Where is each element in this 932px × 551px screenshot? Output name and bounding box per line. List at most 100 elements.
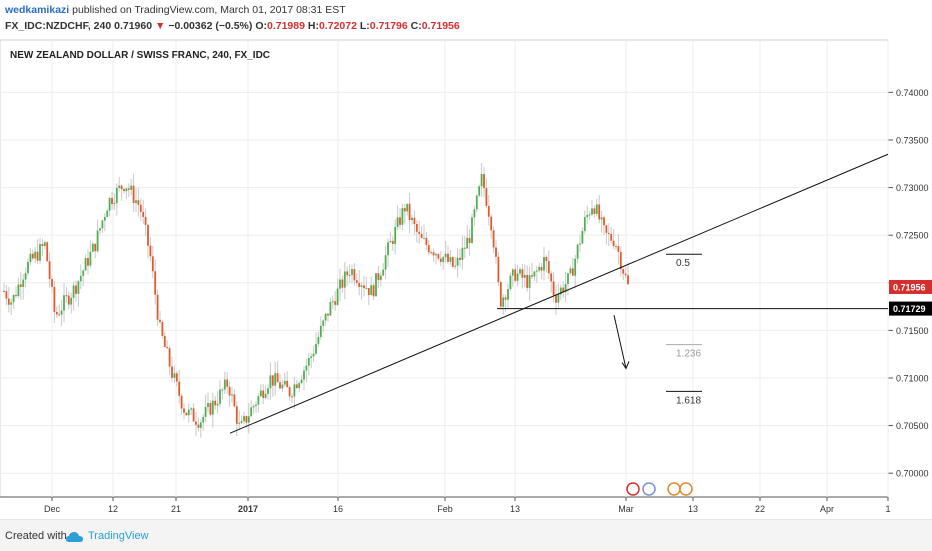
published-text: published on TradingView.com, March 01, … (72, 4, 346, 16)
close-label: C: (410, 20, 422, 32)
candle-body (127, 188, 130, 190)
candle-body (432, 252, 435, 256)
candle-body (418, 231, 421, 234)
candle-body (166, 347, 169, 349)
candle-body (423, 237, 425, 239)
candle-body (363, 285, 365, 289)
x-tick-label: Apr (820, 504, 834, 514)
candle-body (118, 185, 121, 188)
candle-body (413, 217, 416, 225)
candle-body (569, 268, 572, 274)
candle-body (591, 208, 593, 215)
candle-body (207, 403, 209, 408)
price-chart[interactable]: 0.740000.735000.730000.725000.720000.715… (0, 0, 932, 519)
candle-body (257, 396, 260, 405)
candle-body (571, 268, 574, 276)
event-marker-icon (667, 482, 681, 496)
candle-body (574, 258, 577, 276)
candle-body (442, 257, 445, 262)
candle-body (183, 408, 185, 413)
candle-body (223, 379, 226, 390)
candle-body (339, 279, 341, 289)
candle-body (154, 271, 157, 295)
candle-body (303, 370, 305, 380)
candle-body (538, 266, 541, 271)
candle-body (360, 285, 363, 287)
candle-body (329, 301, 332, 316)
candle-body (247, 416, 250, 423)
candle-body (151, 256, 154, 272)
candle-body (17, 284, 20, 297)
open-label: O: (255, 20, 267, 32)
x-tick-label: Dec (44, 504, 61, 514)
candle-body (137, 200, 140, 205)
candle-body (221, 389, 224, 391)
candle-body (415, 224, 418, 232)
candle-body (523, 274, 526, 278)
candle-body (65, 295, 68, 297)
candle-body (535, 270, 538, 272)
candle-body (581, 231, 584, 244)
candle-body (226, 379, 229, 387)
candle-body (439, 258, 442, 262)
candle-body (627, 275, 629, 285)
down-arrow-icon: ▼ (155, 20, 166, 32)
candle-body (564, 284, 567, 293)
author-link[interactable]: wedkamikazi (5, 4, 70, 16)
candle-body (120, 185, 123, 190)
candle-body (175, 373, 178, 382)
candle-body (451, 257, 454, 267)
candle-body (528, 275, 531, 288)
projection-arrow-shaft (613, 315, 627, 369)
candle-body (259, 390, 262, 397)
candle-body (485, 188, 488, 206)
candle-body (588, 214, 591, 216)
candle-body (334, 301, 337, 305)
candle-body (379, 275, 382, 281)
candle-body (507, 289, 509, 300)
candle-body (461, 247, 464, 260)
candle-body (87, 258, 89, 266)
candle-body (142, 211, 145, 217)
candle-body (466, 237, 469, 249)
candle-body (343, 271, 346, 288)
x-tick-label: Mar (618, 504, 634, 514)
candle-body (355, 280, 358, 283)
candle-body (269, 375, 272, 389)
candle-body (497, 256, 500, 283)
candle-body (406, 203, 409, 212)
candle-body (7, 298, 10, 305)
candle-body (401, 208, 404, 225)
candle-body (144, 216, 147, 225)
candle-body (130, 185, 133, 190)
candle-body (310, 356, 313, 358)
candle-body (504, 297, 507, 300)
candle-body (82, 270, 85, 276)
candle-body (519, 269, 521, 274)
candle-body (583, 217, 586, 232)
candle-body (77, 281, 80, 294)
candle-body (106, 210, 109, 218)
fib-level-label: 1.236 (676, 349, 701, 360)
y-tick-label: 0.70000 (896, 469, 929, 479)
trend-line (229, 153, 889, 434)
candle-body (509, 275, 512, 290)
x-tick-label: 1 (885, 504, 890, 514)
x-tick-label: 2017 (238, 504, 258, 514)
candle-body (96, 230, 99, 252)
plot-frame (0, 39, 889, 498)
candle-body (331, 301, 334, 303)
candle-body (377, 273, 380, 281)
candle-body (187, 409, 190, 416)
y-tick-label: 0.70500 (896, 421, 929, 431)
tradingview-brand: TradingView (88, 530, 149, 542)
candle-body (286, 380, 289, 388)
candle-body (288, 387, 291, 397)
open-value: 0.71989 (266, 20, 305, 32)
candle-body (624, 273, 627, 276)
candle-body (245, 416, 248, 423)
candle-body (622, 269, 625, 274)
x-tick-label: 16 (333, 504, 343, 514)
candle-body (293, 384, 296, 397)
cloud-logo-icon (66, 532, 83, 542)
